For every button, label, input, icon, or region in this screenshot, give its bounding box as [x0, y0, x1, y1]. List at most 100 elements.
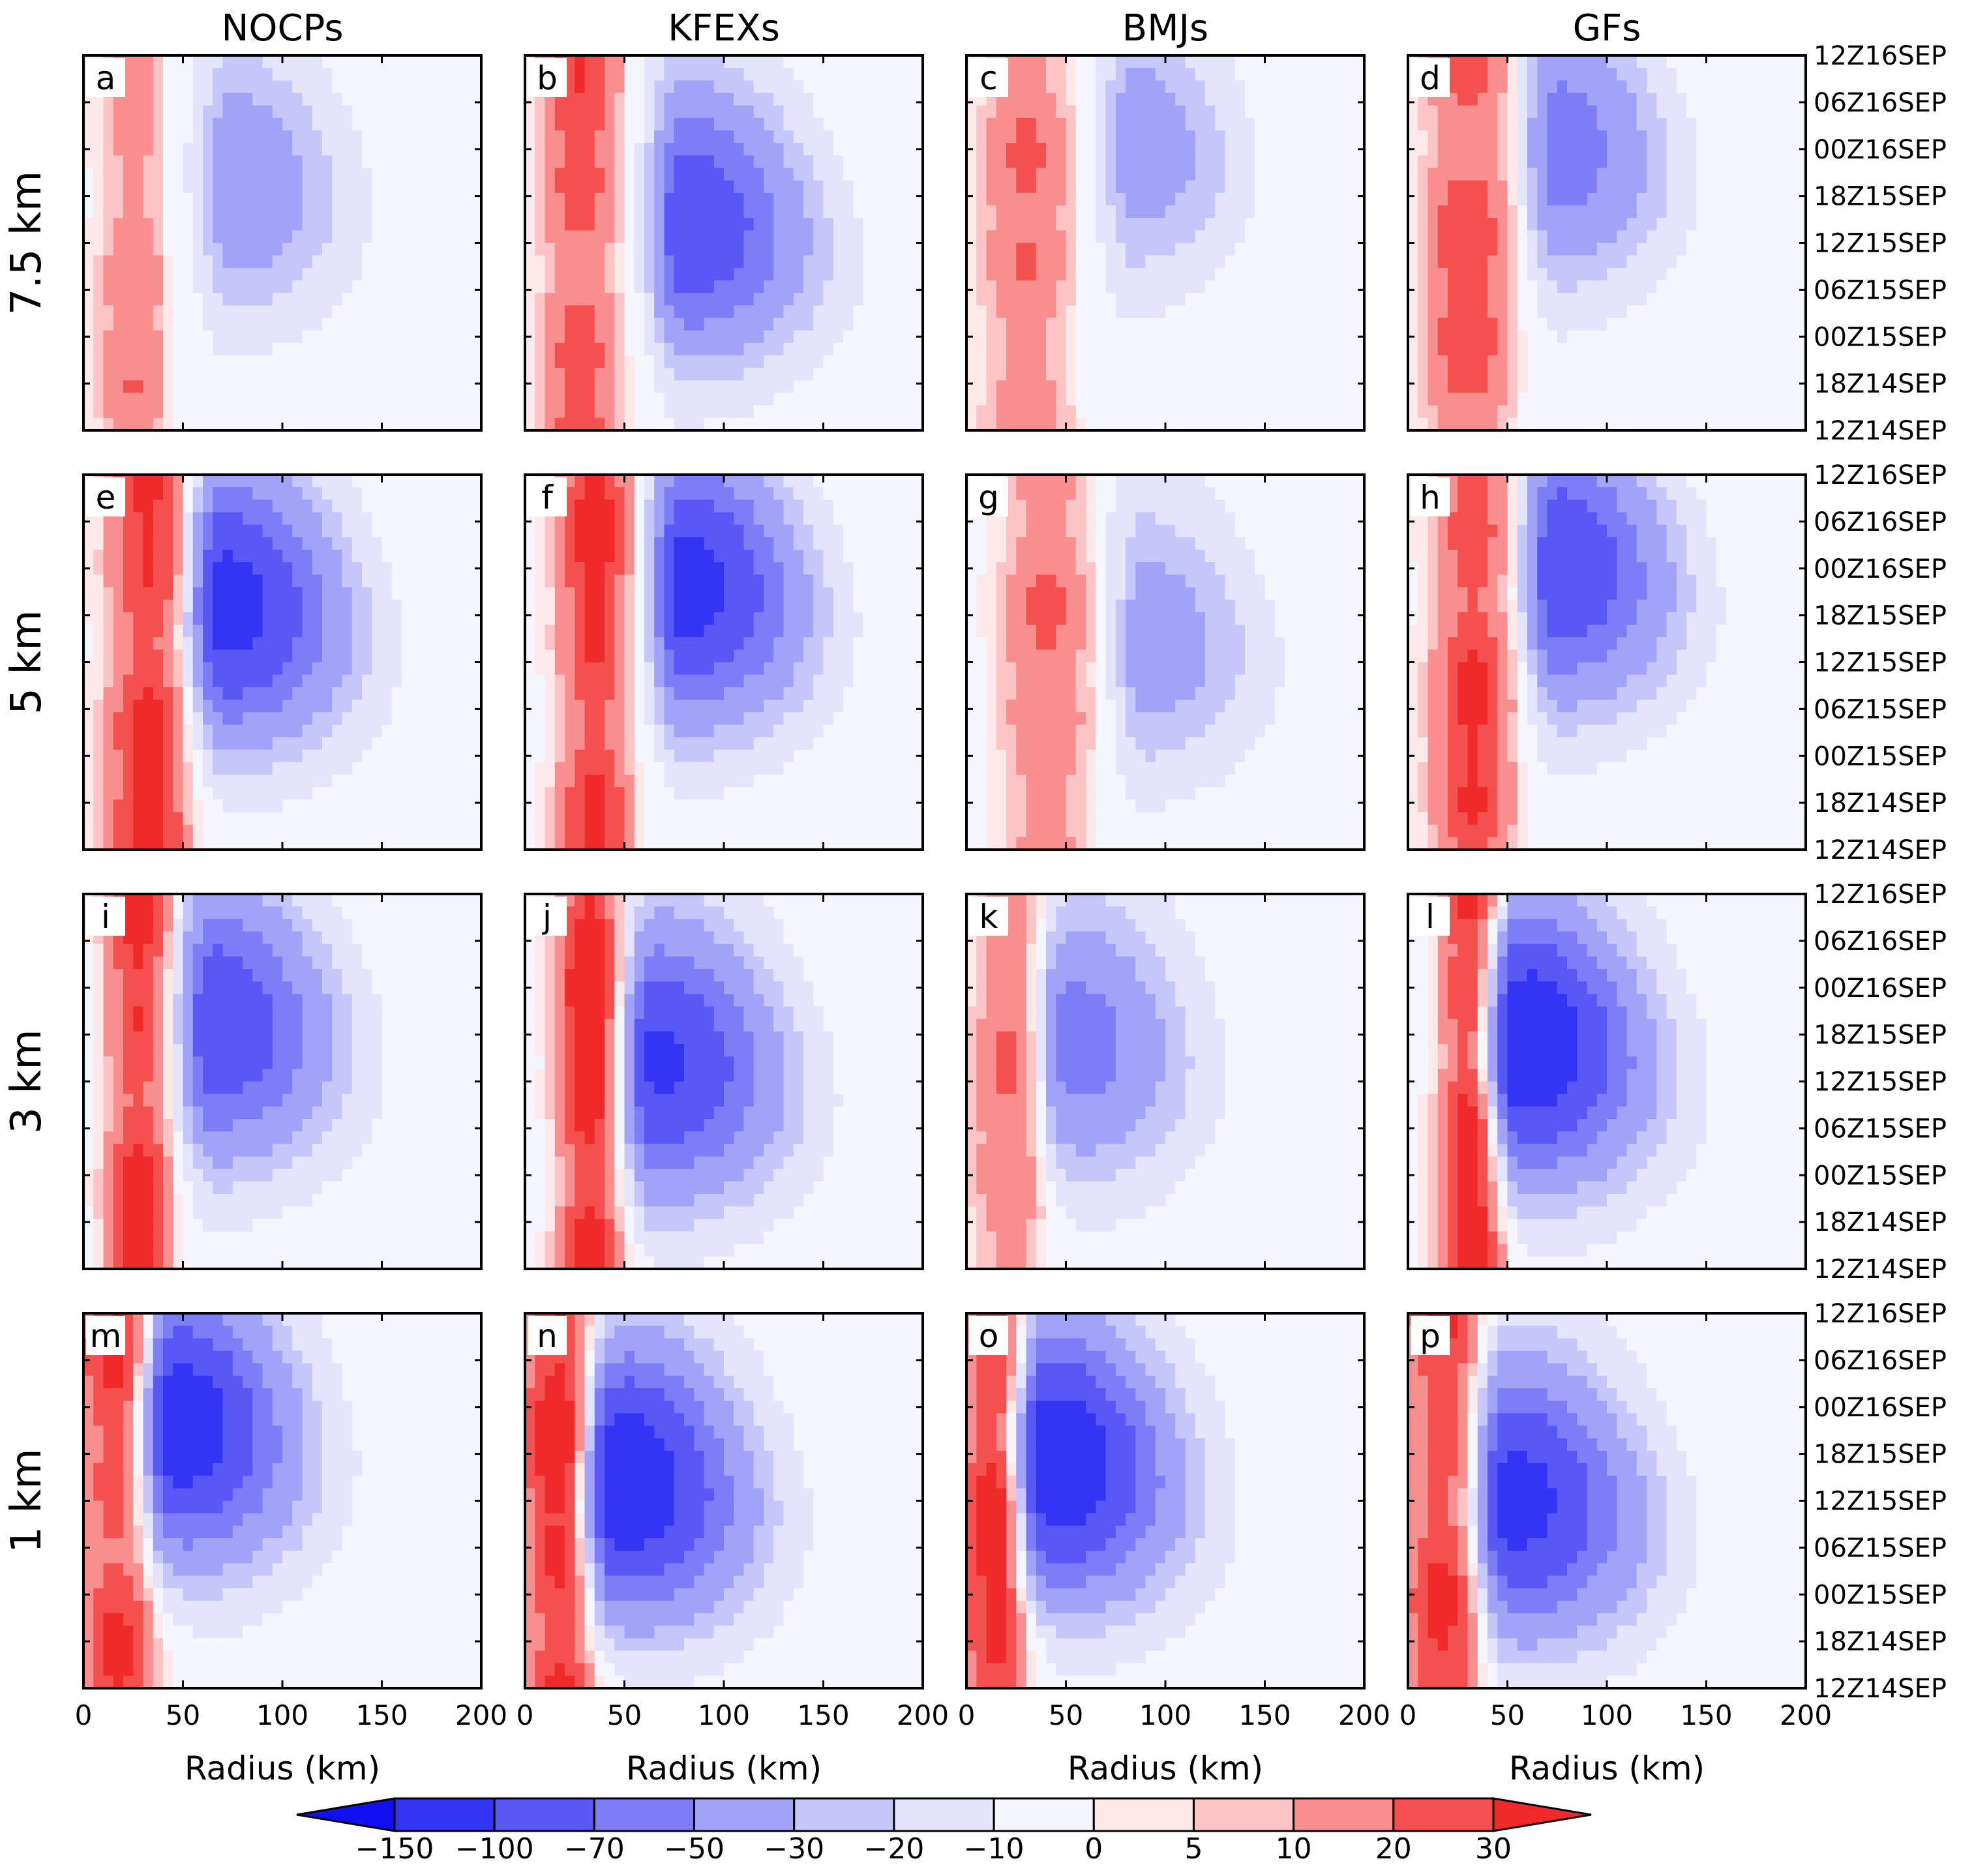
field-cell — [1626, 80, 1638, 94]
field-cell — [674, 205, 685, 218]
field-cell — [183, 168, 194, 181]
field-cell — [535, 255, 546, 269]
field-cell — [554, 243, 565, 256]
field-cell — [1135, 393, 1146, 406]
field-cell — [1075, 155, 1086, 169]
field-cell — [863, 368, 874, 381]
field-cell — [1026, 117, 1037, 131]
field-cell — [1195, 405, 1206, 419]
field-cell — [262, 255, 273, 269]
field-cell — [461, 105, 472, 119]
field-cell — [391, 342, 402, 356]
field-cell — [873, 355, 884, 368]
field-cell — [783, 130, 794, 143]
field-cell — [694, 330, 705, 344]
field-cell — [1706, 293, 1717, 306]
field-cell — [1428, 330, 1439, 344]
field-cell — [843, 355, 854, 368]
field-cell — [1354, 180, 1364, 194]
field-cell — [624, 330, 635, 344]
field-cell — [103, 280, 114, 293]
field-cell — [461, 342, 472, 356]
field-cell — [1567, 55, 1578, 68]
field-cell — [1437, 192, 1448, 206]
field-cell — [1324, 267, 1335, 281]
field-cell — [421, 117, 432, 131]
field-cell — [793, 255, 804, 269]
field-cell — [1488, 293, 1498, 306]
field-cell — [153, 280, 164, 293]
field-cell — [411, 267, 423, 281]
field-cell — [312, 243, 323, 256]
field-cell — [1448, 355, 1458, 368]
field-cell — [684, 267, 695, 281]
field-cell — [986, 405, 997, 419]
field-cell — [575, 155, 586, 169]
field-cell — [431, 168, 442, 181]
field-cell — [232, 130, 243, 143]
field-cell — [1527, 368, 1538, 381]
field-cell — [1517, 230, 1528, 244]
field-cell — [1537, 205, 1548, 218]
field-cell — [1056, 218, 1067, 231]
field-cell — [594, 155, 605, 169]
field-cell — [1026, 368, 1037, 381]
field-cell — [1175, 267, 1186, 281]
field-cell — [833, 93, 844, 106]
field-cell — [713, 180, 725, 194]
field-cell — [1766, 305, 1776, 319]
field-cell — [451, 155, 462, 169]
field-cell — [1264, 117, 1276, 131]
field-cell — [704, 318, 715, 331]
field-cell — [813, 93, 824, 106]
field-cell — [302, 368, 313, 381]
field-cell — [1354, 105, 1364, 119]
field-cell — [694, 205, 705, 218]
field-cell — [1448, 380, 1458, 394]
field-cell — [1115, 93, 1126, 106]
field-cell — [996, 155, 1007, 169]
field-cell — [1195, 80, 1206, 94]
field-cell — [312, 130, 323, 143]
field-cell — [1766, 267, 1776, 281]
field-cell — [773, 143, 785, 156]
field-cell — [1105, 417, 1116, 430]
field-cell — [565, 205, 575, 218]
field-cell — [322, 180, 333, 194]
field-cell — [1666, 318, 1677, 331]
field-cell — [1195, 68, 1206, 81]
field-cell — [1115, 280, 1126, 293]
field-cell — [1557, 168, 1568, 181]
field-cell — [461, 55, 472, 68]
field-cell — [262, 342, 273, 356]
field-cell — [1205, 218, 1216, 231]
field-cell — [1617, 143, 1628, 156]
field-cell — [1354, 130, 1364, 143]
field-cell — [674, 355, 685, 368]
field-cell — [441, 417, 452, 430]
field-cell — [1115, 342, 1126, 356]
field-cell — [1185, 130, 1196, 143]
field-cell — [976, 380, 987, 394]
field-cell — [431, 342, 442, 356]
field-cell — [1334, 243, 1345, 256]
field-cell — [863, 255, 874, 269]
field-cell — [873, 243, 884, 256]
field-cell — [986, 280, 997, 293]
field-cell — [173, 218, 184, 231]
field-cell — [351, 230, 363, 244]
field-cell — [734, 180, 745, 194]
field-cell — [243, 168, 253, 181]
field-cell — [451, 293, 462, 306]
field-cell — [1314, 192, 1325, 206]
field-cell — [1746, 205, 1757, 218]
field-cell — [1596, 243, 1608, 256]
field-cell — [1577, 342, 1588, 356]
field-cell — [1706, 318, 1717, 331]
field-cell — [1155, 180, 1166, 194]
field-cell — [893, 192, 904, 206]
field-cell — [1225, 180, 1236, 194]
field-cell — [1075, 305, 1086, 319]
field-cell — [1096, 218, 1107, 231]
field-cell — [704, 330, 715, 344]
